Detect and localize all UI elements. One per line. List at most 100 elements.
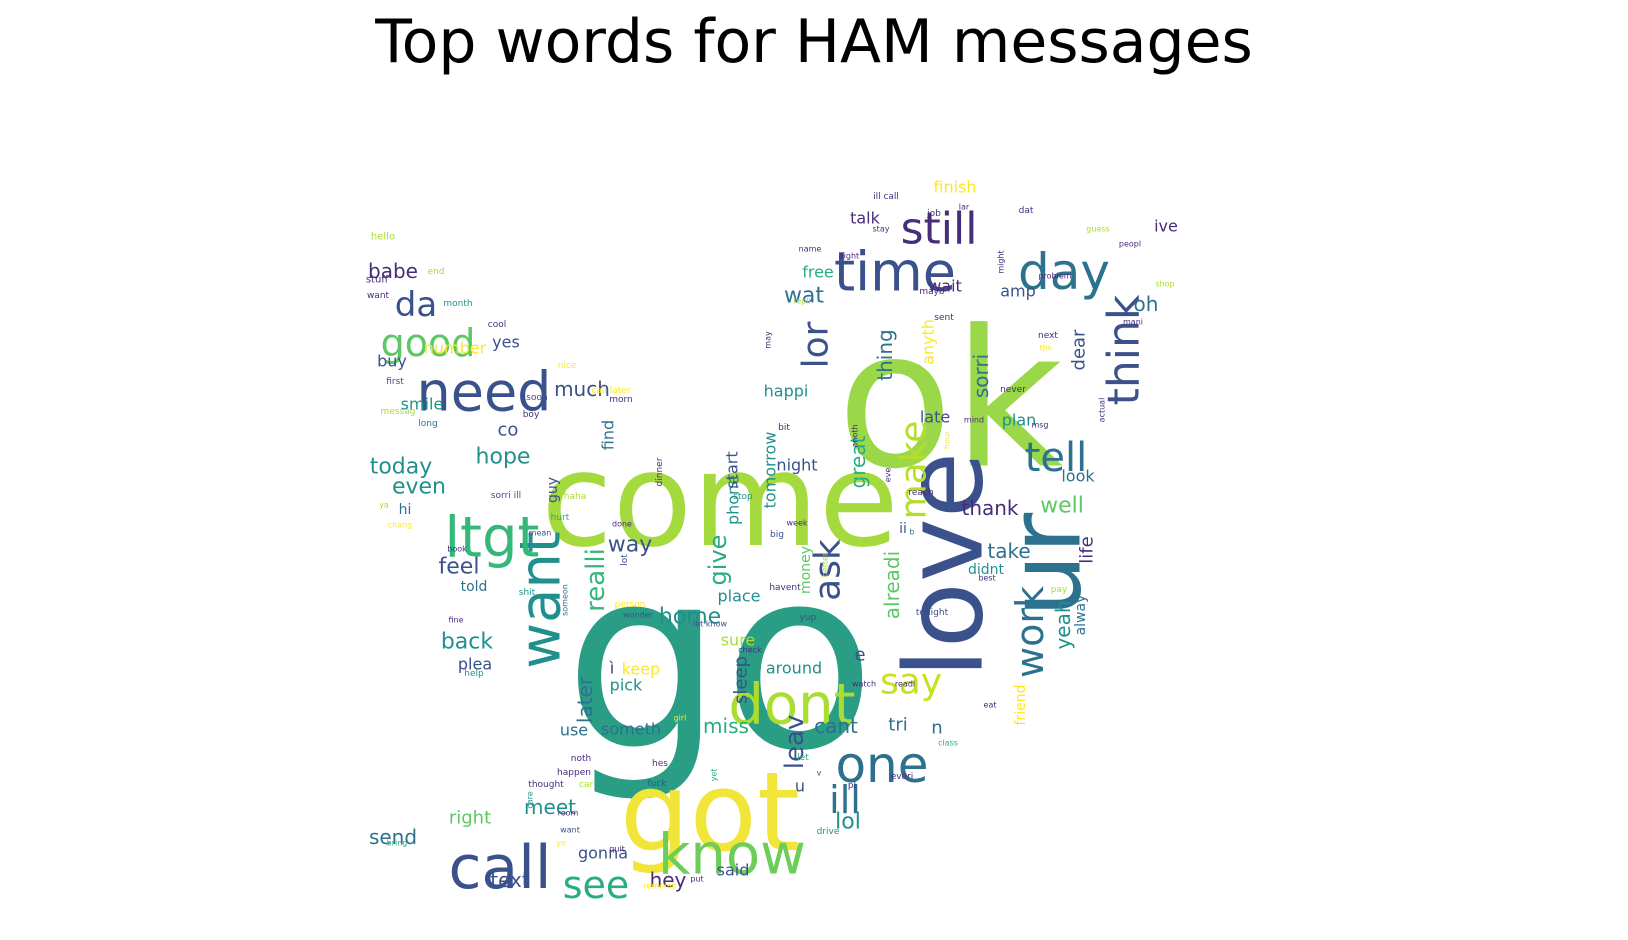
- word-around: around: [766, 659, 822, 678]
- word-eat: eat: [984, 701, 997, 710]
- word-bring: bring: [387, 839, 408, 848]
- word-lar: lar: [959, 203, 970, 212]
- word-tell: tell: [1025, 435, 1088, 481]
- word-let-know: let know: [693, 620, 727, 629]
- word-feel: feel: [439, 555, 480, 580]
- word-sorri: sorri: [969, 354, 993, 398]
- word-someth: someth: [601, 720, 661, 739]
- word-find: find: [599, 420, 618, 450]
- word-anyth: anyth: [919, 319, 938, 365]
- word-phone: phone: [724, 475, 743, 525]
- word-ltgt: ltgt: [444, 506, 539, 571]
- word-co: co: [498, 420, 519, 441]
- word-buy: buy: [377, 352, 407, 371]
- word-ill-call: ill call: [873, 192, 899, 202]
- word-mayb: mayb: [919, 287, 945, 297]
- word-yo: yo: [556, 839, 566, 848]
- word-v: v: [817, 769, 822, 778]
- word-mean: mean: [529, 529, 552, 538]
- word-da: da: [395, 285, 437, 325]
- word-know: know: [658, 823, 806, 888]
- word-tri: tri: [888, 715, 907, 736]
- word-think: think: [1099, 294, 1150, 405]
- word-place: place: [717, 587, 760, 606]
- word-haha: haha: [564, 492, 586, 502]
- word-thank: thank: [961, 496, 1018, 520]
- word-ok: ok: [837, 290, 1063, 511]
- word-meet: meet: [524, 795, 576, 819]
- word-ya: ya: [379, 501, 389, 510]
- word-yet: yet: [710, 769, 719, 782]
- word-great: great: [846, 435, 870, 488]
- word-gonna: gonna: [578, 844, 628, 863]
- word-time: time: [834, 241, 956, 304]
- word-late: late: [920, 408, 950, 427]
- word-miss: miss: [703, 714, 749, 738]
- word-class: class: [938, 739, 958, 748]
- word-soon: soon: [526, 393, 547, 403]
- word-look: look: [1061, 467, 1095, 486]
- word-talk: talk: [850, 209, 881, 228]
- word-hour: hour: [943, 430, 952, 449]
- word-noth: noth: [571, 754, 591, 764]
- word-alway: alway: [1073, 595, 1089, 636]
- word-hes: hes: [652, 759, 668, 769]
- word-done: done: [612, 520, 632, 529]
- word-use: use: [560, 721, 588, 740]
- word-readi: readi: [895, 680, 915, 689]
- word-ill: ill: [829, 778, 861, 822]
- word-aight: aight: [839, 252, 859, 261]
- word-repli: repli: [793, 297, 811, 306]
- word-number: number: [424, 339, 487, 358]
- word-plan: plan: [1002, 411, 1037, 430]
- word-hey: hey: [650, 868, 687, 892]
- word-anoth: anoth: [851, 424, 860, 447]
- word-finish: finish: [933, 178, 976, 197]
- word-big: big: [770, 530, 784, 540]
- word-text: text: [490, 868, 530, 892]
- word-said: said: [717, 861, 750, 880]
- word-lor: lor: [796, 321, 837, 368]
- word-next: next: [1038, 331, 1058, 341]
- word-much: much: [554, 377, 610, 401]
- word-make: make: [894, 421, 935, 520]
- word-wait: wait: [928, 277, 962, 296]
- word-day: day: [1018, 243, 1110, 301]
- word-pick: pick: [610, 676, 643, 695]
- word-thing: thing: [873, 329, 897, 380]
- word-fuck: fuck: [647, 779, 667, 789]
- word-boy: boy: [523, 410, 540, 420]
- word-fine: fine: [448, 616, 463, 625]
- word-want: want: [367, 291, 390, 301]
- word-quit: quit: [609, 845, 625, 854]
- word-name: name: [799, 245, 822, 254]
- word-shop: shop: [1155, 280, 1174, 289]
- word-someon: someon: [561, 584, 570, 616]
- word-still: still: [901, 204, 978, 255]
- word-good: good: [381, 321, 476, 365]
- word-care: care: [526, 791, 535, 808]
- word-smile: smile: [401, 395, 444, 414]
- word-wonder: wonder: [623, 611, 654, 620]
- word-sleep: sleep: [731, 656, 752, 704]
- word-got: got: [620, 748, 800, 876]
- word-come: come: [541, 424, 899, 576]
- word-hope: hope: [476, 445, 531, 470]
- word-book: book: [447, 545, 467, 554]
- word-end: end: [428, 267, 445, 277]
- word-u: u: [795, 777, 805, 796]
- word-yes: yes: [492, 333, 520, 352]
- word-told: told: [461, 579, 488, 595]
- word-check: check: [738, 646, 762, 655]
- word-month: month: [443, 299, 472, 309]
- word-sure: sure: [721, 631, 756, 650]
- word-everi: everi: [891, 772, 914, 782]
- word-better: better: [821, 552, 830, 577]
- word-ì: ì: [609, 659, 614, 678]
- word-home: home: [659, 605, 721, 630]
- word-pl: pl: [848, 781, 856, 791]
- word-week: week: [786, 519, 807, 528]
- word-stop: stop: [733, 492, 753, 502]
- word-hi: hi: [399, 502, 412, 518]
- word-babe: babe: [368, 259, 418, 283]
